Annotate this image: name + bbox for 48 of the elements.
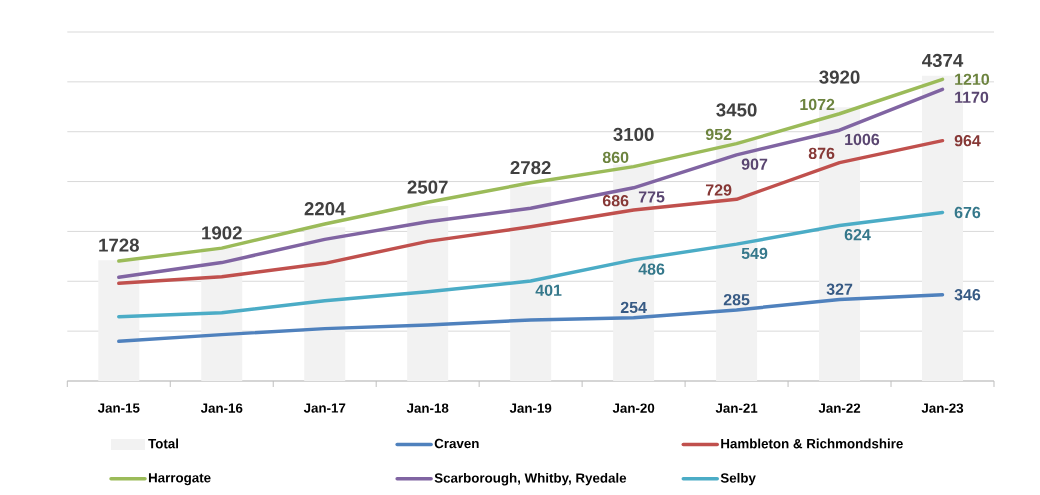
data-label: 285 (723, 294, 750, 306)
data-label: 1006 (845, 133, 880, 146)
legend-label: Hambleton & Richmondshire (721, 438, 903, 449)
legend-label: Harrogate (148, 473, 211, 486)
x-tick-label: Jan-17 (303, 403, 346, 413)
bar (304, 227, 346, 381)
data-label: 2507 (407, 180, 448, 194)
data-label: 3450 (716, 103, 757, 117)
legend-label: Total (148, 438, 178, 449)
data-label: 1210 (955, 73, 990, 86)
bar (407, 206, 449, 381)
x-tick-label: Jan-18 (406, 403, 449, 413)
data-label: 1728 (99, 238, 139, 252)
data-label: 952 (705, 128, 732, 141)
data-label: 729 (705, 184, 732, 196)
data-label: 254 (620, 301, 647, 314)
data-label: 2204 (304, 202, 346, 216)
legend-label: Craven (434, 438, 479, 449)
data-label: 3920 (819, 70, 860, 84)
data-label: 686 (602, 195, 629, 207)
data-label: 549 (741, 247, 768, 260)
legend-label: Scarborough, Whitby, Ryedale (434, 472, 627, 486)
data-label: 486 (638, 263, 665, 275)
data-label: 346 (954, 289, 981, 301)
x-tick-label: Jan-19 (509, 403, 552, 413)
x-tick-label: Jan-15 (97, 403, 140, 413)
data-label: 624 (844, 229, 871, 241)
x-tick-label: Jan-21 (715, 403, 758, 413)
data-label: 860 (602, 151, 629, 163)
data-label: 2782 (510, 160, 551, 175)
bar (98, 260, 140, 381)
x-tick-label: Jan-23 (921, 403, 964, 413)
data-label: 964 (954, 135, 981, 147)
data-label: 775 (638, 191, 665, 203)
data-label: 1072 (800, 98, 835, 111)
x-tick-label: Jan-20 (612, 403, 655, 413)
data-label: 4374 (922, 53, 964, 68)
x-tick-label: Jan-22 (818, 403, 861, 413)
data-label: 327 (826, 283, 853, 295)
data-label: 3100 (613, 127, 654, 142)
x-tick-label: Jan-16 (200, 403, 243, 413)
legend-label: Selby (720, 472, 756, 486)
data-label: 1902 (202, 226, 242, 240)
data-label: 1170 (955, 91, 989, 104)
data-label: 876 (808, 147, 835, 160)
data-label: 907 (741, 158, 768, 170)
data-label: 401 (535, 284, 562, 296)
data-label: 676 (954, 206, 981, 219)
